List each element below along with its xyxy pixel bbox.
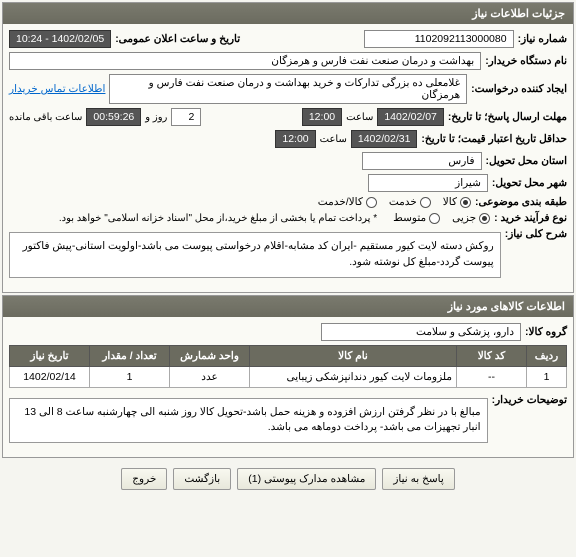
attachments-button[interactable]: مشاهده مدارک پیوستی (1) [237, 468, 376, 490]
radio-circle-icon [429, 213, 440, 224]
need-no-value: 1102092113000080 [364, 30, 514, 48]
notes-text: مبالغ با در نظر گرفتن ارزش افزوده و هزین… [9, 398, 488, 444]
table-row[interactable]: 1 -- ملزومات لایت کیور دندانپزشکی زیبایی… [10, 366, 567, 387]
row-notes: توضیحات خریدار: مبالغ با در نظر گرفتن ار… [9, 394, 567, 448]
table-header-row: ردیف کد کالا نام کالا واحد شمارش تعداد /… [10, 345, 567, 366]
cell-qty: 1 [90, 366, 170, 387]
exit-button[interactable]: خروج [121, 468, 167, 490]
panel-body: شماره نیاز: 1102092113000080 تاریخ و ساع… [3, 24, 573, 292]
deadline-hour: 12:00 [302, 108, 342, 126]
deadline-label: مهلت ارسال پاسخ؛ تا تاریخ: [448, 111, 567, 123]
goods-panel: اطلاعات کالاهای مورد نیاز گروه کالا: دار… [2, 295, 574, 459]
buyer-value: بهداشت و درمان صنعت نفت فارس و هرمزگان [9, 52, 481, 70]
row-process: نوع فرآیند خرید : جزیی متوسط * پرداخت تم… [9, 212, 567, 224]
group-value: دارو، پزشکی و سلامت [321, 323, 521, 341]
credit-date: 1402/02/31 [351, 130, 418, 148]
notes-label: توضیحات خریدار: [492, 394, 567, 406]
cell-date: 1402/02/14 [10, 366, 90, 387]
col-name: نام کالا [250, 345, 457, 366]
class-label: طبقه بندی موضوعی: [475, 196, 567, 208]
radio-mid-label: متوسط [393, 212, 426, 224]
radio-kala[interactable]: کالا [443, 196, 471, 208]
col-qty: تعداد / مقدار [90, 345, 170, 366]
hour-label-2: ساعت [320, 134, 347, 145]
desc-label: شرح کلی نیاز: [505, 228, 567, 240]
radio-both-label: کالا/خدمت [318, 196, 363, 208]
col-date: تاریخ نیاز [10, 345, 90, 366]
province-label: استان محل تحویل: [486, 155, 567, 167]
days-value: 2 [171, 108, 201, 126]
row-need-no: شماره نیاز: 1102092113000080 تاریخ و ساع… [9, 30, 567, 48]
col-code: کد کالا [457, 345, 527, 366]
credit-label: حداقل تاریخ اعتبار قیمت؛ تا تاریخ: [421, 133, 567, 145]
deadline-date: 1402/02/07 [377, 108, 444, 126]
cell-unit: عدد [170, 366, 250, 387]
panel-title: جزئیات اطلاعات نیاز [3, 3, 573, 24]
back-button[interactable]: بازگشت [173, 468, 231, 490]
row-classification: طبقه بندی موضوعی: کالا خدمت کالا/خدمت [9, 196, 567, 208]
city-value: شیراز [368, 174, 488, 192]
cell-code: -- [457, 366, 527, 387]
radio-low[interactable]: جزیی [452, 212, 490, 224]
need-no-label: شماره نیاز: [518, 33, 567, 45]
row-deadline: مهلت ارسال پاسخ؛ تا تاریخ: 1402/02/07 سا… [9, 108, 567, 126]
radio-circle-icon [420, 197, 431, 208]
announce-label: تاریخ و ساعت اعلان عمومی: [115, 33, 240, 45]
group-label: گروه کالا: [525, 326, 567, 338]
reply-button[interactable]: پاسخ به نیاز [382, 468, 454, 490]
contact-link[interactable]: اطلاعات تماس خریدار [9, 83, 105, 95]
col-idx: ردیف [527, 345, 567, 366]
radio-service-label: خدمت [389, 196, 417, 208]
radio-kala-label: کالا [443, 196, 457, 208]
row-creator: ایجاد کننده درخواست: غلامعلی ده بزرگی تد… [9, 74, 567, 104]
creator-label: ایجاد کننده درخواست: [471, 83, 567, 95]
credit-hour: 12:00 [275, 130, 315, 148]
proc-note: * پرداخت تمام یا بخشی از مبلغ خرید،از مح… [59, 213, 377, 224]
city-label: شهر محل تحویل: [492, 177, 567, 189]
day-and-label: روز و [145, 112, 167, 123]
cell-name: ملزومات لایت کیور دندانپزشکی زیبایی [250, 366, 457, 387]
row-credit: حداقل تاریخ اعتبار قیمت؛ تا تاریخ: 1402/… [9, 130, 567, 148]
buyer-label: نام دستگاه خریدار: [485, 55, 567, 67]
goods-body: گروه کالا: دارو، پزشکی و سلامت ردیف کد ک… [3, 317, 573, 458]
details-panel: جزئیات اطلاعات نیاز شماره نیاز: 11020921… [2, 2, 574, 293]
province-value: فارس [362, 152, 482, 170]
announce-value: 1402/02/05 - 10:24 [9, 30, 111, 48]
goods-title: اطلاعات کالاهای مورد نیاز [3, 296, 573, 317]
cell-idx: 1 [527, 366, 567, 387]
class-radio-group: کالا خدمت کالا/خدمت [318, 196, 471, 208]
row-desc: شرح کلی نیاز: روکش دسته لایت کیور مستقیم… [9, 228, 567, 282]
row-group: گروه کالا: دارو، پزشکی و سلامت [9, 323, 567, 341]
row-city: شهر محل تحویل: شیراز [9, 174, 567, 192]
col-unit: واحد شمارش [170, 345, 250, 366]
row-buyer: نام دستگاه خریدار: بهداشت و درمان صنعت ن… [9, 52, 567, 70]
radio-circle-icon [460, 197, 471, 208]
desc-text: روکش دسته لایت کیور مستقیم -ایران کد مشا… [9, 232, 501, 278]
row-province: استان محل تحویل: فارس [9, 152, 567, 170]
proc-label: نوع فرآیند خرید : [494, 212, 567, 224]
hour-label-1: ساعت [346, 112, 373, 123]
remain-label: ساعت باقی مانده [9, 112, 82, 123]
radio-mid[interactable]: متوسط [393, 212, 440, 224]
radio-circle-icon [479, 213, 490, 224]
radio-circle-icon [366, 197, 377, 208]
radio-service[interactable]: خدمت [389, 196, 431, 208]
proc-radio-group: جزیی متوسط [393, 212, 490, 224]
button-row: پاسخ به نیاز مشاهده مدارک پیوستی (1) باز… [0, 460, 576, 498]
goods-table: ردیف کد کالا نام کالا واحد شمارش تعداد /… [9, 345, 567, 388]
remain-time: 00:59:26 [86, 108, 141, 126]
radio-low-label: جزیی [452, 212, 476, 224]
radio-both[interactable]: کالا/خدمت [318, 196, 377, 208]
creator-value: غلامعلی ده بزرگی تدارکات و خرید بهداشت و… [109, 74, 467, 104]
